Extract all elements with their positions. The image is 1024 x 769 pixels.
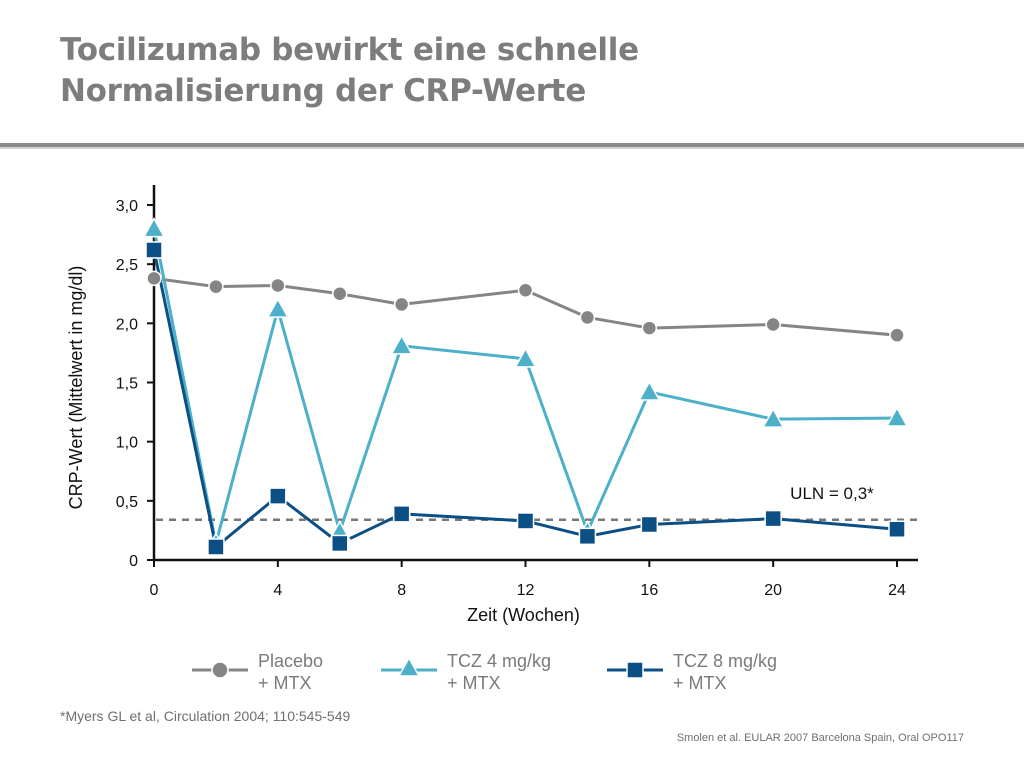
- data-point-tcz8: [207, 538, 225, 556]
- data-point-tcz8: [392, 505, 411, 523]
- data-point-tcz4: [885, 406, 909, 427]
- series-lines: [152, 228, 898, 549]
- x-tick-label: 8: [397, 582, 406, 599]
- x-tick-label: 12: [517, 582, 535, 599]
- data-point-placebo: [889, 327, 905, 343]
- y-tick-label: 2,5: [116, 257, 138, 274]
- x-tick-label: 16: [640, 582, 658, 599]
- data-point-tcz8: [516, 512, 535, 530]
- data-point-placebo: [146, 270, 162, 287]
- data-point-placebo: [208, 278, 224, 295]
- y-tick-label: 1,5: [116, 376, 138, 393]
- axis-labels: 0 0,5 1,0 1,5 2,0 2,5 3,0 0 4 8 12 16 20 24 Zeit (Woch…: [66, 198, 906, 625]
- y-tick-label: 0: [129, 553, 138, 570]
- x-tick-label: 24: [888, 582, 906, 599]
- uln-reference: ULN = 0,3*: [156, 484, 918, 522]
- y-tick-label: 1,0: [116, 435, 138, 452]
- series-line-tcz8: [152, 249, 898, 549]
- data-point-tcz8: [888, 520, 906, 538]
- square-marker-icon: [607, 661, 663, 679]
- data-point-placebo: [270, 277, 286, 294]
- data-point-tcz8: [269, 487, 287, 505]
- y-axis-label: CRP-Wert (Mittelwert in mg/dl): [66, 266, 86, 510]
- data-point-tcz4: [638, 380, 661, 401]
- footnote: *Myers GL et al, Circulation 2004; 110:5…: [60, 708, 351, 724]
- x-axis-label: Zeit (Wochen): [467, 605, 580, 625]
- title-divider: [0, 143, 1024, 147]
- series-line-placebo: [153, 276, 898, 337]
- data-point-tcz4: [142, 217, 166, 238]
- slide-title: Tocilizumab bewirkt eine schnelle Normal…: [60, 30, 960, 112]
- slide-title-line-1: Tocilizumab bewirkt eine schnelle: [60, 32, 639, 68]
- legend-item-tcz4: TCZ 4 mg/kg + MTX: [381, 650, 551, 694]
- legend-item-placebo: Placebo + MTX: [192, 650, 323, 694]
- data-point-tcz8: [578, 527, 597, 546]
- data-point-tcz8: [145, 241, 163, 259]
- data-point-placebo: [332, 286, 348, 302]
- circle-marker-icon: [192, 661, 248, 679]
- data-point-tcz8: [331, 534, 349, 553]
- data-point-tcz4: [266, 297, 290, 318]
- source-citation: Smolen et al. EULAR 2007 Barcelona Spain…: [676, 732, 964, 744]
- series-markers: [142, 217, 909, 556]
- data-point-tcz4: [390, 334, 413, 355]
- uln-label: ULN = 0,3*: [790, 484, 874, 503]
- data-point-tcz8: [640, 515, 659, 534]
- x-tick-label: 20: [764, 582, 782, 599]
- data-point-placebo: [517, 282, 534, 298]
- data-point-tcz8: [764, 509, 782, 528]
- chart-legend: Placebo + MTX TCZ 4 mg/kg + MTX TCZ 8 mg…: [0, 650, 1024, 700]
- data-point-tcz4: [514, 347, 537, 368]
- title-divider-shadow: [0, 147, 1024, 149]
- data-point-tcz4: [761, 407, 785, 428]
- data-point-placebo: [393, 296, 410, 313]
- data-point-placebo: [641, 320, 658, 336]
- x-tick-label: 4: [273, 582, 282, 599]
- y-tick-label: 2,0: [116, 316, 138, 333]
- legend-item-tcz8: TCZ 8 mg/kg + MTX: [607, 650, 777, 694]
- triangle-marker-icon: [381, 656, 437, 677]
- legend-label-tcz8: TCZ 8 mg/kg + MTX: [673, 651, 778, 693]
- data-point-placebo: [579, 309, 596, 326]
- x-tick-label: 0: [150, 582, 159, 599]
- y-tick-label: 3,0: [116, 198, 138, 215]
- data-point-placebo: [765, 316, 781, 333]
- legend-label-tcz4: TCZ 4 mg/kg + MTX: [447, 651, 552, 693]
- slide-title-line-2: Normalisierung der CRP-Werte: [60, 73, 586, 109]
- series-line-tcz4: [152, 228, 898, 545]
- y-tick-label: 0,5: [116, 494, 138, 511]
- legend-label-placebo: Placebo + MTX: [258, 651, 324, 693]
